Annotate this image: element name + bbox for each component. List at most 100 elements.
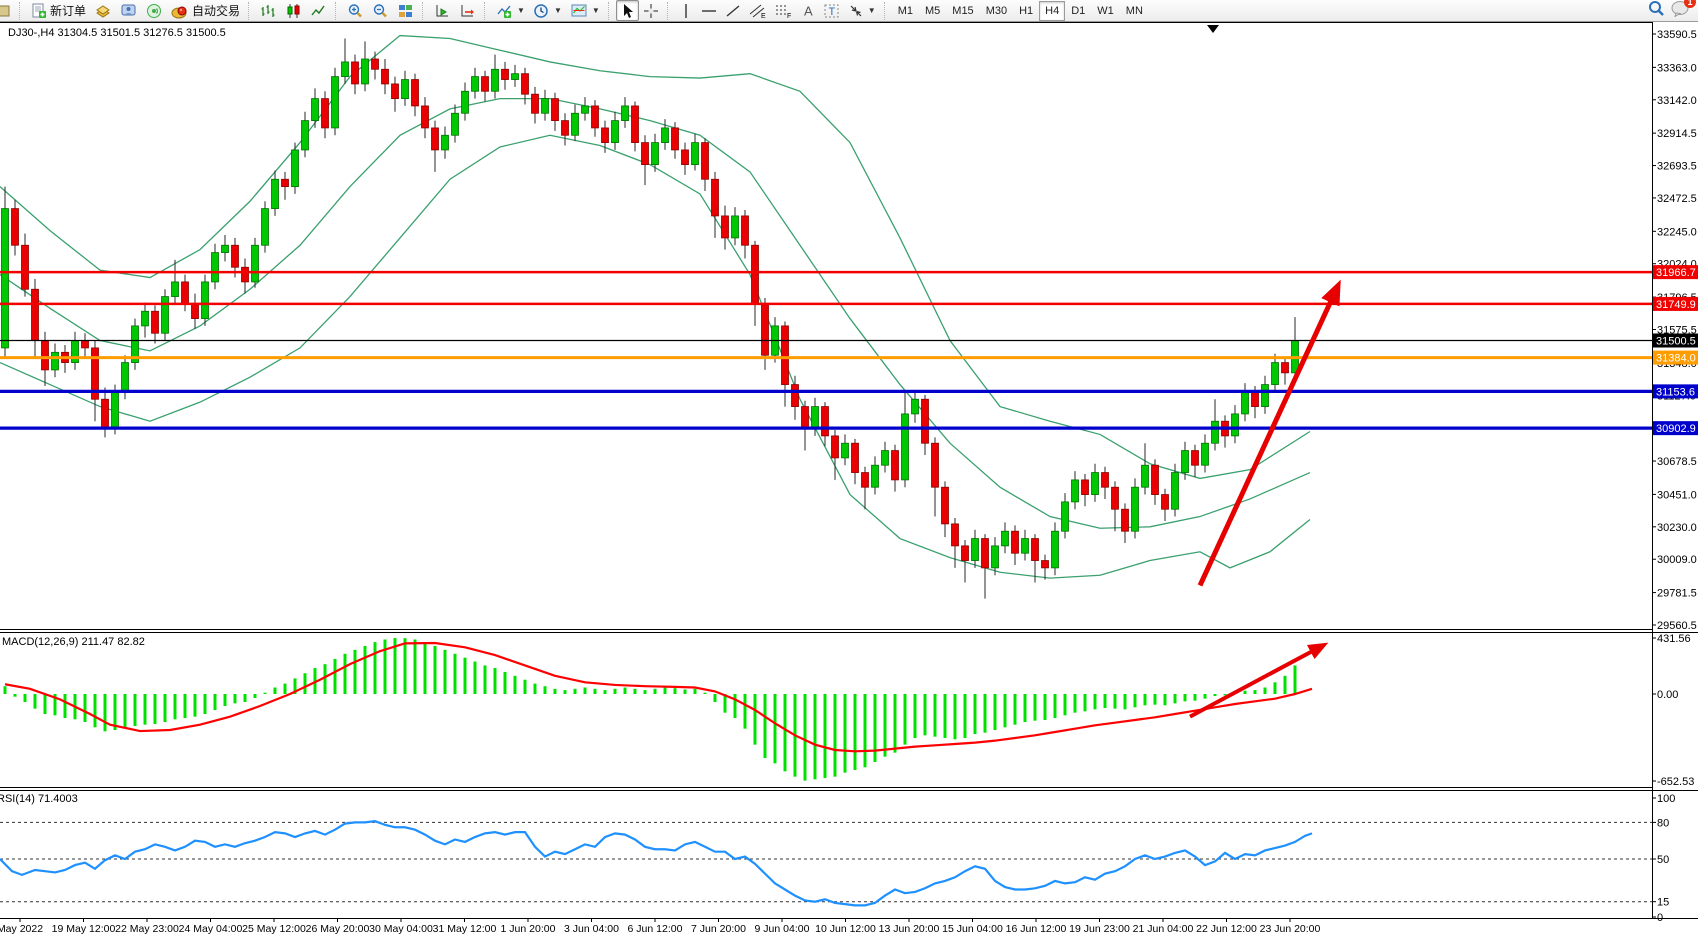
chart-shift-button[interactable]: [455, 0, 480, 21]
fibonacci-tool-button[interactable]: F: [771, 0, 797, 21]
chart-window[interactable]: 33590.5 33363.0 33142.0 32914.5 32693.5 32472…: [0, 22, 1698, 939]
text-tool-button[interactable]: A: [797, 0, 819, 21]
timeframe-h1-button[interactable]: H1: [1019, 4, 1034, 17]
price-line-label: 31966.7: [1656, 267, 1696, 279]
timeframe-m5-button[interactable]: M5: [925, 4, 941, 17]
bear-candle: [241, 266, 249, 283]
macd-histogram-bar: [613, 688, 617, 694]
cursor-tool-button[interactable]: [615, 0, 639, 21]
auto-scroll-button[interactable]: [430, 0, 455, 21]
chat-button[interactable]: 1: [1671, 0, 1696, 21]
timeframe-h4-button[interactable]: H4: [1039, 0, 1066, 21]
templates-button[interactable]: ▼: [566, 0, 604, 21]
trend-arrow-macd[interactable]: [1189, 642, 1329, 719]
bull-candle: [171, 281, 179, 297]
macd-histogram-bar: [1033, 694, 1037, 721]
macd-histogram-bar: [1263, 687, 1267, 694]
bear-candle: [801, 406, 809, 429]
periods-button[interactable]: ▼: [529, 0, 566, 21]
timeframe-w1-button[interactable]: W1: [1097, 4, 1114, 17]
macd-histogram-bar: [133, 694, 137, 726]
bar-chart-button[interactable]: [256, 0, 281, 21]
indicators-icon: [497, 5, 512, 18]
bull-candle: [111, 391, 119, 429]
price-line-label: 31749.9: [1656, 299, 1696, 311]
line-chart-button[interactable]: [306, 0, 331, 21]
zoom-out-button[interactable]: [368, 0, 393, 21]
timeframe-d1-button[interactable]: D1: [1071, 4, 1086, 17]
quotes-book-button[interactable]: [90, 0, 116, 21]
zoom-in-button[interactable]: [343, 0, 368, 21]
trendline-tool-button[interactable]: [721, 0, 745, 21]
arrows-tool-button[interactable]: ▼: [844, 0, 880, 21]
autotrading-button[interactable]: 自动交易: [167, 0, 244, 21]
timeframe-m30-button[interactable]: M30: [985, 4, 1008, 17]
macd-histogram-bar: [373, 642, 377, 694]
chart-canvas[interactable]: 33590.5 33363.0 33142.0 32914.5 32693.5 32472…: [0, 22, 1698, 939]
bear-candle: [351, 61, 359, 85]
macd-histogram-bar: [1003, 694, 1007, 728]
macd-histogram-bar: [203, 694, 207, 714]
macd-histogram-bar: [593, 688, 597, 694]
macd-histogram-bar: [1183, 694, 1187, 702]
bull-candle: [471, 76, 479, 92]
search-button[interactable]: [1647, 0, 1665, 21]
macd-histogram-bar: [733, 694, 737, 718]
macd-histogram-bar: [1173, 694, 1177, 704]
macd-histogram-bar: [933, 694, 937, 737]
macd-histogram-bar: [1203, 694, 1207, 699]
bear-candle: [761, 303, 769, 356]
vertical-line-icon: [685, 3, 687, 18]
time-axis-label: 15 Jun 04:00: [942, 923, 1003, 935]
macd-histogram-bar: [393, 638, 397, 694]
bear-candle: [1281, 362, 1289, 374]
bear-candle: [81, 340, 89, 349]
price-tick-label: 29560.5: [1657, 620, 1697, 632]
price-tick-label: 32472.5: [1657, 193, 1697, 205]
macd-signal-line: [4, 641, 1313, 753]
trend-arrow-main[interactable]: [1197, 279, 1341, 587]
macd-histogram-bar: [483, 665, 487, 694]
svg-text:T: T: [828, 6, 835, 18]
bear-candle: [381, 68, 389, 85]
bull-candle: [881, 450, 889, 466]
bull-candle: [461, 90, 469, 114]
bear-candle: [481, 76, 489, 92]
timeframe-m1-button[interactable]: M1: [897, 4, 913, 17]
channel-tool-button[interactable]: E: [745, 0, 771, 21]
vertical-line-tool-button[interactable]: [675, 0, 697, 21]
toolbar-separator: [607, 1, 614, 20]
tile-windows-button[interactable]: [393, 0, 418, 21]
timeframe-mn-button[interactable]: MN: [1125, 4, 1143, 17]
zoom-out-icon: [373, 3, 387, 17]
text-icon: A: [804, 3, 813, 18]
macd-histogram-bar: [453, 653, 457, 694]
timeframe-m15-button[interactable]: M15: [952, 4, 974, 17]
indicators-button[interactable]: ▼: [492, 0, 529, 21]
tile-windows-icon: [399, 4, 413, 17]
bear-candle: [1121, 508, 1129, 532]
horizontal-line-tool-button[interactable]: [697, 0, 721, 21]
bear-candle: [1191, 450, 1199, 466]
bear-candle: [751, 244, 759, 305]
crosshair-tool-button[interactable]: [639, 0, 663, 21]
bear-candle: [671, 127, 679, 151]
price-tick-label: 32245.0: [1657, 226, 1697, 238]
rsi-line: [0, 820, 1313, 907]
macd-histogram-bar: [1193, 694, 1197, 701]
macd-histogram-bar: [1273, 682, 1277, 694]
horizontal-line-icon: [701, 9, 716, 12]
chart-shift-marker[interactable]: [1207, 25, 1219, 33]
macd-histogram-bar: [623, 687, 627, 694]
signals-button[interactable]: [142, 0, 167, 21]
price-tick-label: 30009.0: [1657, 554, 1697, 566]
toolbar-separator: [335, 1, 341, 20]
toolbar-separator: [883, 1, 890, 20]
text-label-tool-button[interactable]: T: [819, 0, 844, 21]
new-order-button[interactable]: 新订单: [27, 0, 90, 21]
bull-candle: [511, 73, 519, 80]
macd-histogram-bar: [853, 694, 857, 770]
terminal-button[interactable]: [116, 0, 142, 21]
candle-chart-button[interactable]: [281, 0, 306, 21]
macd-histogram-bar: [873, 694, 877, 762]
